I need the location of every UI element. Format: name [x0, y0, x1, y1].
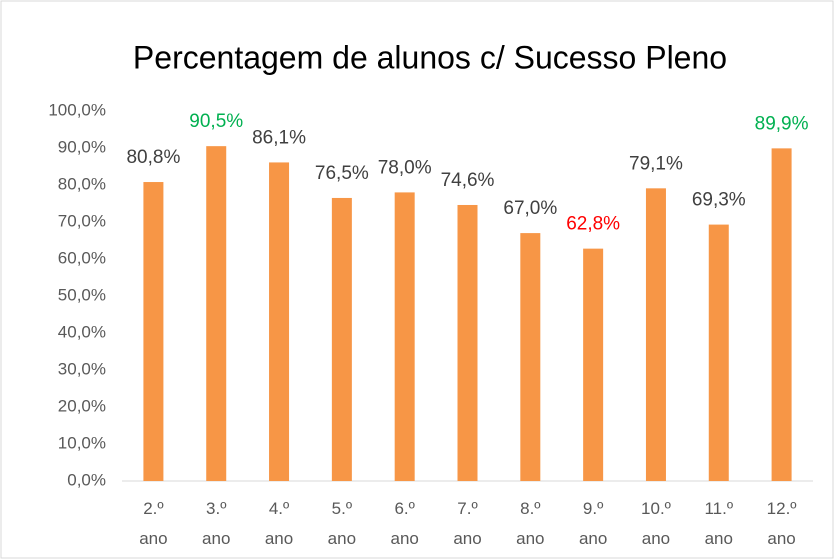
y-tick-label: 60,0%: [58, 248, 106, 267]
value-label: 69,3%: [692, 190, 746, 211]
y-tick-label: 0,0%: [67, 470, 106, 489]
value-label: 67,0%: [503, 198, 557, 219]
y-tick-label: 40,0%: [58, 322, 106, 341]
bar: [331, 197, 352, 481]
y-tick-label: 10,0%: [58, 433, 106, 452]
value-label: 78,0%: [378, 157, 432, 178]
y-tick-label: 20,0%: [58, 396, 106, 415]
bar: [269, 162, 290, 481]
x-tick-label: 5.º ano: [327, 499, 357, 548]
chart-title: Percentagem de alunos c/ Sucesso Pleno: [133, 39, 727, 75]
x-tick-label: 9.º ano: [578, 499, 608, 548]
bar: [645, 188, 666, 481]
bar: [143, 182, 164, 482]
y-tick-label: 30,0%: [58, 359, 106, 378]
value-label: 90,5%: [189, 111, 243, 132]
value-label: 86,1%: [252, 127, 306, 148]
value-label: 62,8%: [566, 214, 620, 235]
x-tick-label: 3.º ano: [202, 499, 231, 548]
bar: [394, 192, 415, 481]
bar: [457, 204, 478, 482]
y-tick-label: 80,0%: [58, 174, 106, 193]
bar: [583, 248, 604, 481]
x-tick-label: 10.º ano: [641, 499, 671, 548]
x-tick-label: 2.º ano: [139, 499, 168, 548]
value-label: 79,1%: [629, 153, 683, 174]
y-tick-label: 70,0%: [58, 211, 106, 230]
bar: [206, 146, 227, 481]
y-tick-label: 100,0%: [48, 100, 106, 119]
value-label: 89,9%: [755, 113, 809, 134]
x-tick-label: 6.º ano: [390, 499, 419, 548]
x-tick-label: 8.º ano: [516, 499, 545, 548]
value-label: 74,6%: [441, 170, 495, 191]
x-tick-label: 4.º ano: [264, 499, 294, 548]
x-tick-label: 11.º ano: [704, 499, 734, 548]
bar: [520, 233, 541, 481]
y-tick-label: 90,0%: [58, 137, 106, 156]
value-label: 76,5%: [315, 163, 369, 184]
y-tick-label: 50,0%: [58, 285, 106, 304]
value-label: 80,8%: [126, 147, 180, 168]
x-tick-label: 12.º ano: [766, 499, 797, 548]
bar: [771, 148, 792, 481]
x-tick-label: 7.º ano: [453, 499, 482, 548]
bar: [708, 224, 729, 481]
